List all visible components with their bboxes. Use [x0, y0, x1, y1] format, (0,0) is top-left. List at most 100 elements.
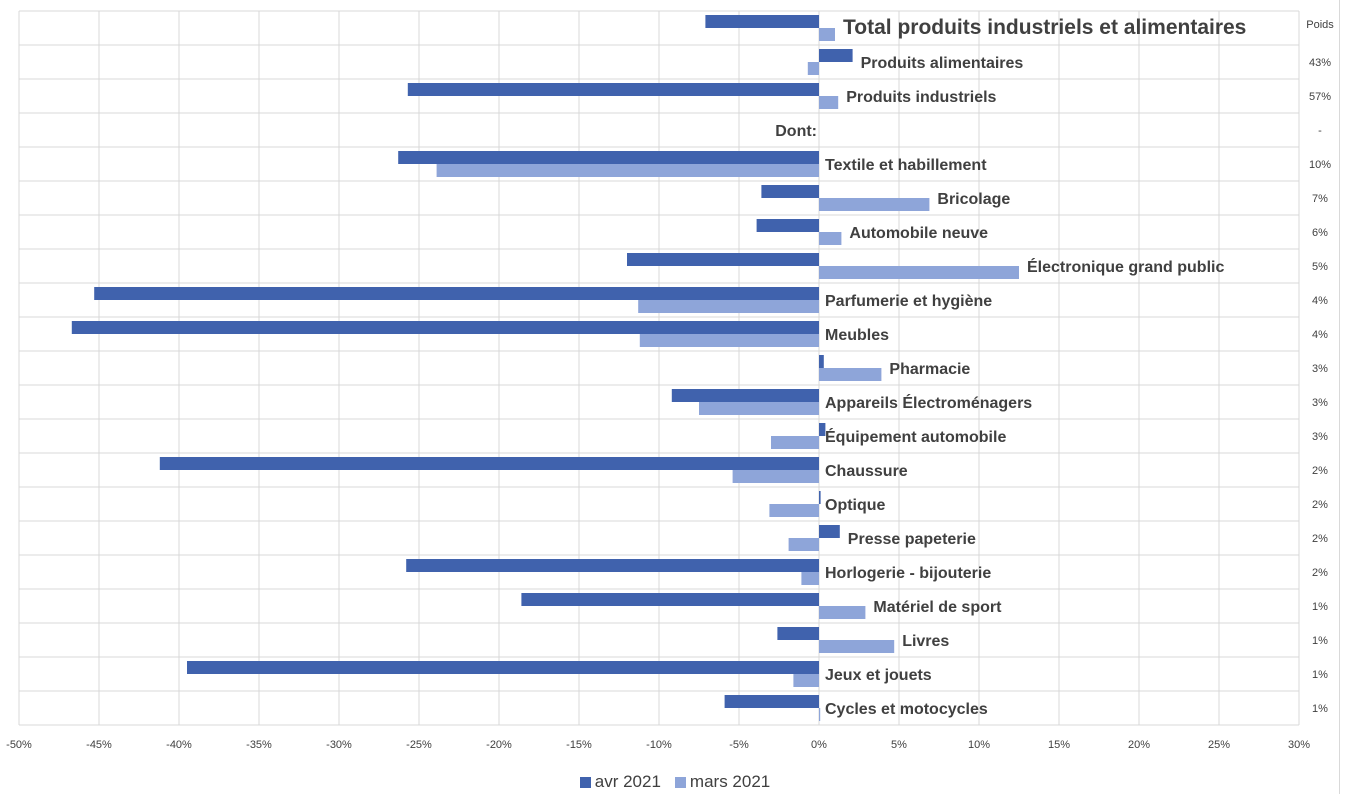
- weight-value: 2%: [1312, 465, 1328, 477]
- category-label: Appareils Électroménagers: [825, 393, 1032, 412]
- category-label: Textile et habillement: [825, 157, 987, 174]
- category-label: Équipement automobile: [825, 427, 1006, 446]
- weight-value: 1%: [1312, 635, 1328, 647]
- weight-value: 1%: [1312, 601, 1328, 613]
- bar-avr-2021: [819, 423, 826, 436]
- legend-label-mars-2021: mars 2021: [689, 772, 771, 791]
- weight-value: 43%: [1309, 57, 1331, 69]
- bar-avr-2021: [777, 627, 819, 640]
- category-label: Parfumerie et hygiène: [825, 293, 992, 310]
- bar-avr-2021: [627, 253, 819, 266]
- x-tick-label: -25%: [406, 739, 432, 751]
- bar-avr-2021: [407, 83, 819, 96]
- weight-value: 4%: [1312, 329, 1328, 341]
- bar-mars-2021: [793, 674, 819, 687]
- weight-value: 1%: [1312, 669, 1328, 681]
- bar-avr-2021: [819, 49, 853, 62]
- category-label: Pharmacie: [889, 361, 970, 378]
- category-label: Matériel de sport: [873, 599, 1002, 616]
- x-tick-label: -30%: [326, 739, 352, 751]
- x-tick-label: -45%: [86, 739, 112, 751]
- bar-mars-2021: [807, 62, 819, 75]
- x-tick-label: 25%: [1208, 739, 1230, 751]
- bar-mars-2021: [819, 96, 839, 109]
- weight-header: Poids: [1306, 19, 1334, 31]
- x-tick-label: 10%: [968, 739, 990, 751]
- category-label: Presse papeterie: [848, 531, 976, 548]
- bar-avr-2021: [187, 661, 819, 674]
- weight-value: 4%: [1312, 295, 1328, 307]
- category-label: Produits alimentaires: [861, 55, 1024, 72]
- legend-swatch-avr-2021: [579, 776, 591, 788]
- bar-avr-2021: [761, 185, 819, 198]
- weight-value: 2%: [1312, 533, 1328, 545]
- weight-value: 3%: [1312, 363, 1328, 375]
- bar-mars-2021: [638, 300, 819, 313]
- weight-value: 6%: [1312, 227, 1328, 239]
- x-tick-label: 0%: [811, 739, 827, 751]
- weight-value: 10%: [1309, 159, 1331, 171]
- category-label: Bricolage: [937, 191, 1010, 208]
- category-label: Chaussure: [825, 463, 908, 480]
- chart-svg: Total produits industriels et alimentair…: [6, 10, 1334, 751]
- category-label: Livres: [902, 633, 949, 650]
- category-label: Automobile neuve: [849, 225, 988, 242]
- bar-mars-2021: [819, 266, 1019, 279]
- weight-value: 3%: [1312, 431, 1328, 443]
- legend-item-mars-2021: mars 2021: [674, 772, 771, 792]
- bar-mars-2021: [819, 368, 882, 381]
- category-label: Meubles: [825, 327, 889, 344]
- category-label: Optique: [825, 497, 886, 514]
- bar-avr-2021: [819, 355, 824, 368]
- x-tick-label: -20%: [486, 739, 512, 751]
- bar-mars-2021: [732, 470, 819, 483]
- category-label: Électronique grand public: [1027, 257, 1224, 276]
- bar-avr-2021: [705, 15, 819, 28]
- weight-value: 1%: [1312, 703, 1328, 715]
- bar-avr-2021: [671, 389, 819, 402]
- x-tick-label: -50%: [6, 739, 32, 751]
- x-tick-label: -5%: [729, 739, 749, 751]
- bar-mars-2021: [769, 504, 819, 517]
- bar-mars-2021: [436, 164, 819, 177]
- weight-value: 57%: [1309, 91, 1331, 103]
- bar-mars-2021: [639, 334, 819, 347]
- bar-mars-2021: [788, 538, 819, 551]
- bar-avr-2021: [819, 525, 840, 538]
- weight-value: 3%: [1312, 397, 1328, 409]
- x-tick-label: -10%: [646, 739, 672, 751]
- bar-avr-2021: [521, 593, 819, 606]
- bar-mars-2021: [771, 436, 819, 449]
- category-label: Dont:: [775, 123, 817, 140]
- weight-value: 2%: [1312, 499, 1328, 511]
- bar-avr-2021: [819, 491, 821, 504]
- bar-mars-2021: [819, 28, 835, 41]
- legend-label-avr-2021: avr 2021: [594, 772, 661, 791]
- bar-avr-2021: [159, 457, 820, 470]
- bar-mars-2021: [819, 708, 821, 721]
- weight-value: 5%: [1312, 261, 1328, 273]
- bar-mars-2021: [699, 402, 819, 415]
- weight-value: -: [1318, 125, 1322, 137]
- bar-avr-2021: [94, 287, 819, 300]
- legend-item-avr-2021: avr 2021: [579, 772, 661, 792]
- category-label: Cycles et motocycles: [825, 701, 988, 718]
- chart-legend: avr 2021 mars 2021: [0, 770, 1350, 794]
- bar-avr-2021: [756, 219, 819, 232]
- weight-value: 7%: [1312, 193, 1328, 205]
- bar-mars-2021: [819, 232, 842, 245]
- x-tick-label: -35%: [246, 739, 272, 751]
- right-border: [1339, 0, 1340, 794]
- category-label: Jeux et jouets: [825, 667, 932, 684]
- bar-avr-2021: [406, 559, 819, 572]
- x-tick-label: 30%: [1288, 739, 1310, 751]
- x-tick-label: 15%: [1048, 739, 1070, 751]
- category-label: Horlogerie - bijouterie: [825, 565, 991, 582]
- weight-value: 2%: [1312, 567, 1328, 579]
- x-tick-label: 5%: [891, 739, 907, 751]
- category-label: Total produits industriels et alimentair…: [843, 16, 1246, 39]
- bar-mars-2021: [819, 606, 866, 619]
- legend-swatch-mars-2021: [674, 776, 686, 788]
- x-tick-label: 20%: [1128, 739, 1150, 751]
